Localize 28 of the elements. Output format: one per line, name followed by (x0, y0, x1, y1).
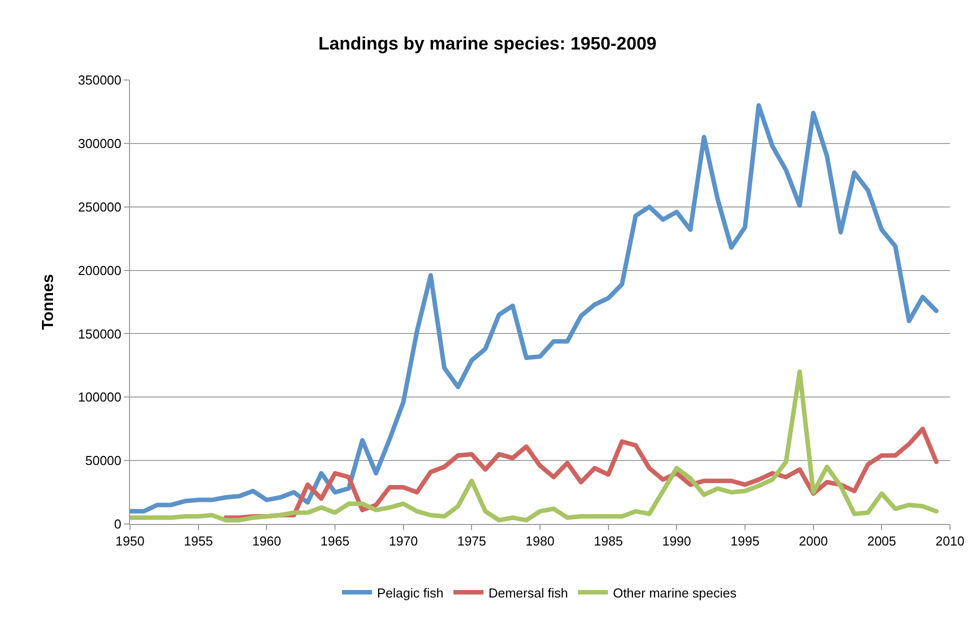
y-tick-label: 300000 (78, 136, 122, 151)
x-tick-label: 2005 (867, 534, 896, 549)
line-series (130, 103, 939, 514)
y-tick-label: 200000 (78, 262, 122, 278)
y-tick-label: 50000 (85, 453, 122, 468)
x-tick-label: 1960 (252, 534, 282, 549)
line-series (130, 370, 939, 522)
x-tick-label: 2000 (798, 534, 828, 549)
x-tick-label: 1975 (457, 534, 486, 549)
x-tick-label: 1985 (594, 534, 623, 549)
legend-label: Pelagic fish (377, 585, 444, 600)
y-tick-label: 100000 (78, 390, 122, 405)
x-tick-label: 1955 (184, 534, 213, 549)
x-tick-label: 1965 (320, 534, 350, 549)
legend-label: Other marine species (612, 585, 738, 600)
x-tick-label: 2010 (936, 534, 964, 549)
x-tick-label: 1970 (388, 534, 418, 549)
x-tick-label: 1990 (662, 534, 692, 549)
y-tick-label: 250000 (78, 199, 122, 214)
x-tick-label: 1950 (116, 534, 144, 549)
legend-label: Demersal fish (488, 585, 568, 600)
x-tick-label: 1995 (730, 534, 760, 549)
y-tick-label: 350000 (78, 72, 122, 88)
chart-title: Landings by marine species: 1950-2009 (318, 34, 657, 54)
x-tick-label: 1980 (526, 534, 554, 549)
y-tick-label: 150000 (78, 326, 122, 342)
y-tick-label: 0 (114, 516, 122, 532)
y-axis-title: Tonnes (40, 274, 57, 330)
